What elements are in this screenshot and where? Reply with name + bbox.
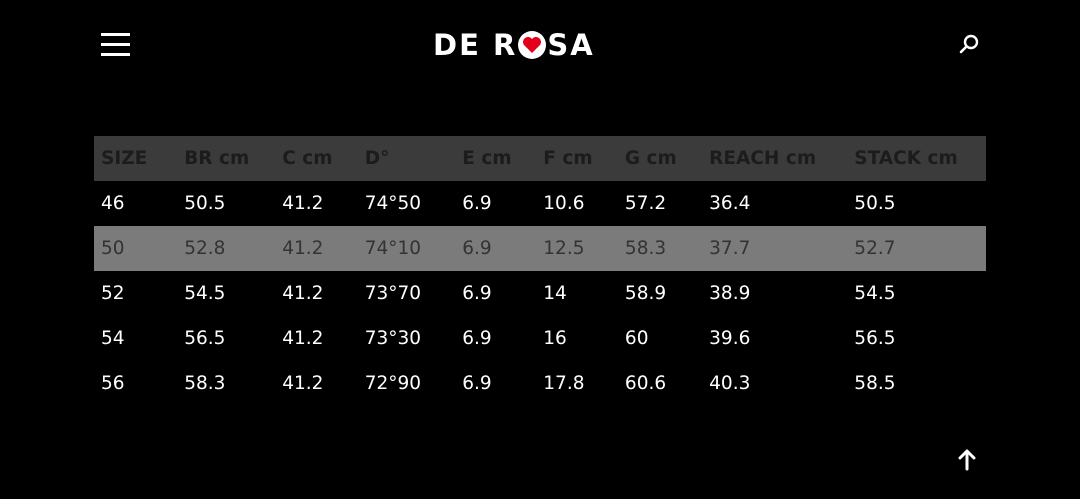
table-cell: 6.9: [462, 238, 492, 259]
table-row: 46 50.5 41.2 74°50 6.9 10.6 57.2 36.4 50.5: [94, 181, 986, 226]
table-row: 56 58.3 41.2 72°90 6.9 17.8 60.6 40.3 58.5: [94, 361, 986, 406]
table-cell: 41.2: [282, 283, 324, 304]
table-cell: 50.5: [854, 193, 896, 214]
table-cell: 37.7: [709, 238, 751, 259]
arrow-up-icon: [958, 449, 976, 471]
logo-text-de: DE R: [433, 28, 518, 62]
table-cell: 56.5: [854, 328, 896, 349]
size-chart-table: SIZE BR cm C cm D° E cm F cm G cm REACH cm STACK…: [94, 136, 986, 406]
table-cell: 73°30: [364, 328, 422, 349]
table-cell: 58.3: [624, 238, 667, 259]
column-header: G cm: [624, 148, 677, 169]
table-cell: 50.5: [184, 193, 226, 214]
column-header: SIZE: [101, 148, 148, 169]
hamburger-icon-line: [101, 43, 130, 46]
table-header-row: SIZE BR cm C cm D° E cm F cm G cm REACH cm STACK…: [94, 136, 986, 181]
table-cell: 39.6: [709, 328, 751, 349]
table-cell: 60: [624, 328, 649, 349]
table-cell: 36.4: [709, 193, 751, 214]
table-cell: 56: [101, 373, 125, 394]
table-cell: 10.6: [543, 193, 585, 214]
table-cell: 16: [543, 328, 567, 349]
hamburger-icon-line: [101, 33, 130, 36]
column-header: REACH cm: [709, 148, 817, 169]
table-cell: 41.2: [282, 238, 324, 259]
table-cell: 58.5: [854, 373, 896, 394]
table-cell: 41.2: [282, 373, 324, 394]
table-cell: 50: [101, 238, 125, 259]
column-header: D°: [364, 148, 390, 169]
table-cell: 46: [101, 193, 125, 214]
table-row: 52 54.5 41.2 73°70 6.9 14 58.9 38.9 54.5: [94, 271, 986, 316]
table-cell: 6.9: [462, 373, 492, 394]
table-cell: 58.3: [184, 373, 226, 394]
table-row: 54 56.5 41.2 73°30 6.9 16 60 39.6 56.5: [94, 316, 986, 361]
table-cell: 60.6: [624, 373, 667, 394]
table-cell: 38.9: [709, 283, 751, 304]
column-header: F cm: [543, 148, 593, 169]
table-cell: 40.3: [709, 373, 751, 394]
heart-icon: [518, 31, 547, 59]
table-cell: 57.2: [624, 193, 667, 214]
column-header: STACK cm: [854, 148, 958, 169]
table-cell: 12.5: [543, 238, 585, 259]
search-button[interactable]: [958, 33, 980, 59]
table-cell: 58.9: [624, 283, 667, 304]
logo[interactable]: DE R SA: [433, 28, 595, 62]
column-header: E cm: [462, 148, 512, 169]
table-cell: 72°90: [364, 373, 422, 394]
table-cell: 52: [101, 283, 125, 304]
table-cell: 54.5: [854, 283, 896, 304]
logo-text-sa: SA: [547, 28, 595, 62]
table-cell: 41.2: [282, 193, 324, 214]
table-cell: 17.8: [543, 373, 585, 394]
table-cell: 74°50: [364, 193, 422, 214]
table-cell: 6.9: [462, 193, 492, 214]
column-header: BR cm: [184, 148, 250, 169]
hamburger-icon-line: [101, 53, 130, 56]
scroll-to-top-button[interactable]: [957, 449, 977, 475]
table-cell: 14: [543, 283, 567, 304]
table-row: 50 52.8 41.2 74°10 6.9 12.5 58.3 37.7 52.7: [94, 226, 986, 271]
column-header: C cm: [282, 148, 333, 169]
table-cell: 6.9: [462, 328, 492, 349]
table-cell: 56.5: [184, 328, 226, 349]
table-cell: 73°70: [364, 283, 422, 304]
table-cell: 54: [101, 328, 125, 349]
table-cell: 74°10: [364, 238, 422, 259]
table-cell: 6.9: [462, 283, 492, 304]
menu-button[interactable]: [101, 33, 130, 56]
table-cell: 52.7: [854, 238, 896, 259]
table-cell: 52.8: [184, 238, 226, 259]
search-icon: [959, 34, 979, 54]
table-cell: 41.2: [282, 328, 324, 349]
table-cell: 54.5: [184, 283, 226, 304]
